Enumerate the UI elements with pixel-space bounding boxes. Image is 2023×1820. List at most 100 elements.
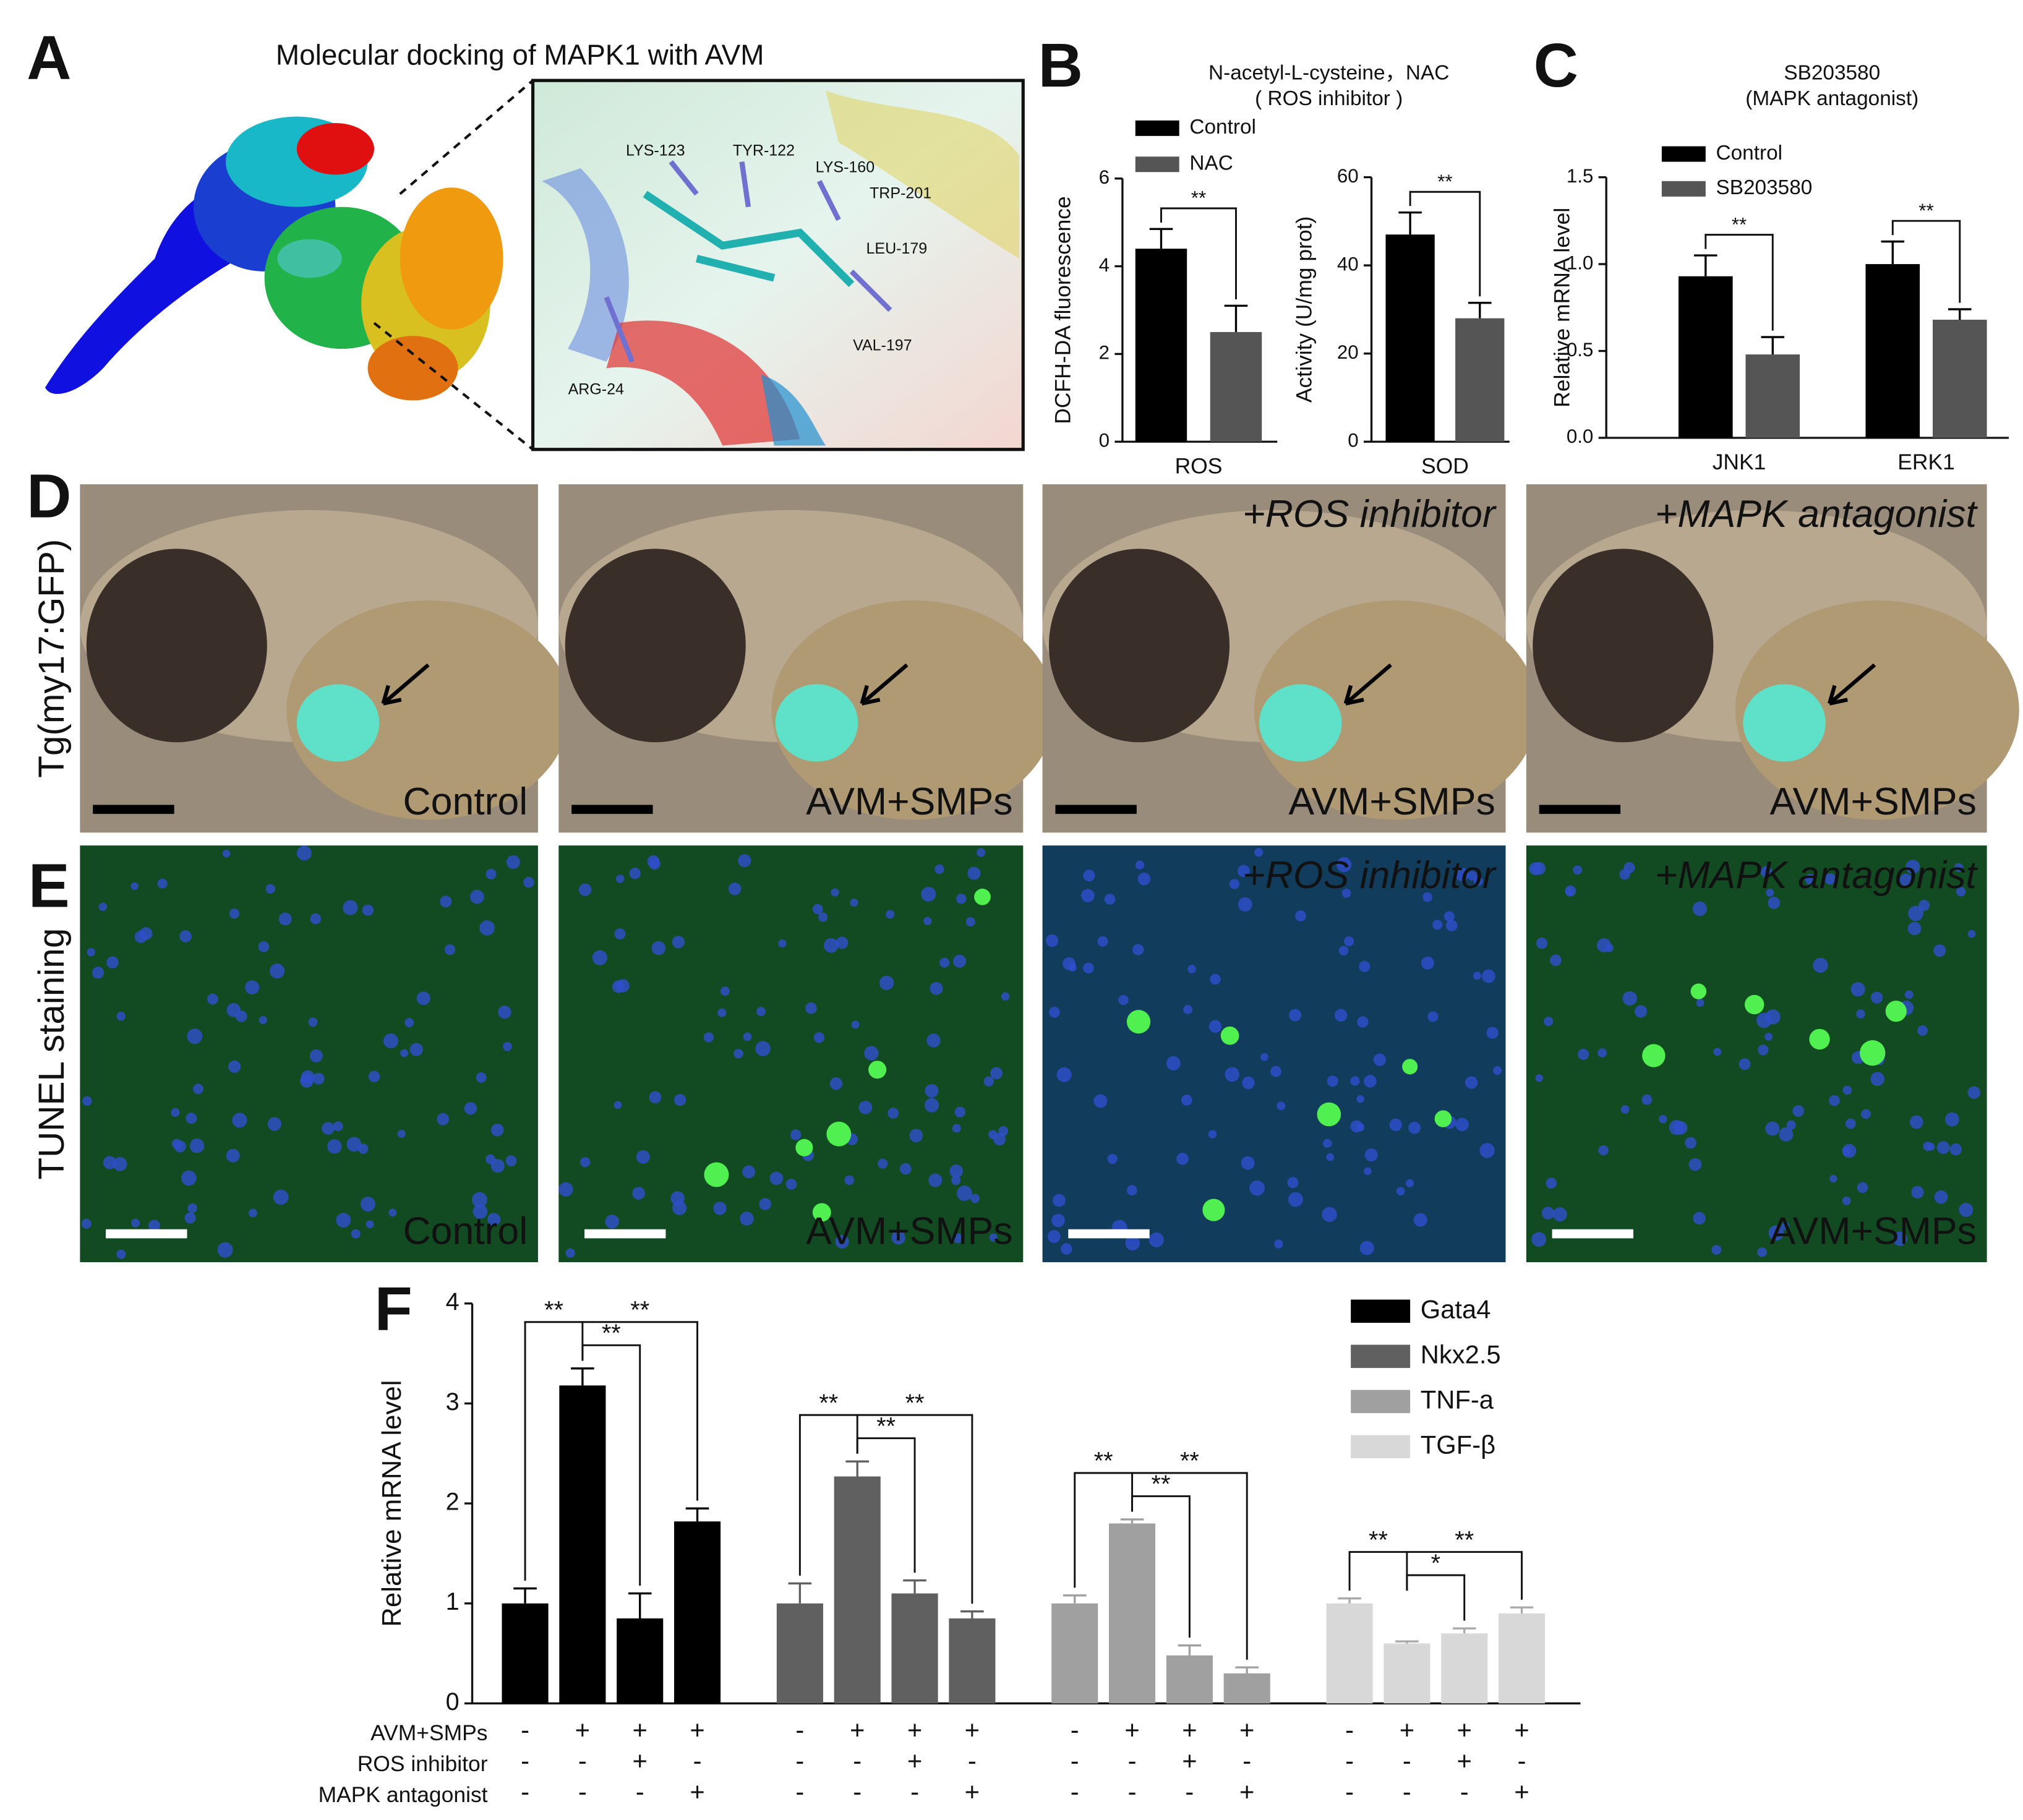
nucleus — [1455, 1117, 1469, 1132]
nucleus — [1870, 1072, 1885, 1087]
nucleus — [226, 1148, 240, 1163]
nucleus — [1927, 1143, 1935, 1151]
nucleus — [1956, 887, 1966, 897]
bar — [1326, 1603, 1373, 1704]
nucleus — [116, 1249, 126, 1259]
nucleus — [1473, 972, 1481, 980]
nucleus — [1620, 1105, 1630, 1114]
treatment-sign: + — [1457, 1715, 1472, 1744]
y-tick-label: 60 — [1337, 165, 1359, 187]
eye — [1048, 549, 1230, 743]
nucleus — [1573, 865, 1583, 875]
treatment-name: AVM+SMPs — [370, 1720, 487, 1745]
nucleus — [1544, 1017, 1554, 1027]
nucleus — [1183, 1005, 1193, 1014]
treatment-sign: - — [1071, 1777, 1079, 1806]
bar — [776, 1603, 823, 1704]
nucleus — [187, 1028, 203, 1045]
nucleus — [835, 1234, 849, 1249]
nucleus — [957, 1186, 972, 1201]
nucleus — [181, 1170, 197, 1186]
nucleus — [899, 1163, 912, 1175]
nucleus — [1083, 962, 1094, 974]
treatment-sign: + — [1239, 1777, 1254, 1806]
eye — [565, 549, 746, 743]
nucleus — [1949, 1143, 1962, 1156]
nucleus — [1842, 1196, 1851, 1205]
nucleus — [612, 980, 625, 993]
nucleus — [1338, 946, 1349, 956]
eye — [86, 549, 267, 743]
treatment-sign: - — [1345, 1746, 1354, 1775]
nucleus — [1641, 1094, 1653, 1105]
nucleus — [1850, 982, 1865, 997]
nucleus — [1137, 873, 1151, 886]
nucleus — [1765, 1009, 1781, 1025]
yolk — [771, 600, 1056, 820]
nucleus — [259, 1015, 268, 1025]
error-bar — [685, 1507, 709, 1522]
micrograph — [558, 845, 1024, 1263]
nucleus — [87, 948, 96, 957]
nucleus — [1107, 1153, 1118, 1164]
nucleus — [1334, 1009, 1348, 1022]
nucleus — [1634, 1005, 1648, 1018]
nucleus — [309, 1049, 323, 1062]
significance-bracket — [582, 1321, 698, 1501]
nucleus — [1289, 1009, 1302, 1022]
nucleus — [1531, 1232, 1547, 1247]
nucleus — [1389, 1118, 1402, 1132]
nucleus — [471, 1192, 487, 1208]
tunel-positive — [1402, 1059, 1418, 1075]
nucleus — [831, 888, 839, 897]
treatment-sign: + — [965, 1777, 980, 1806]
yolk — [1735, 600, 2019, 820]
residue-label: LYS-160 — [816, 159, 875, 176]
bar — [1499, 1613, 1546, 1704]
y-tick-label: 1.0 — [1567, 252, 1594, 273]
tunel-positive — [1434, 1110, 1452, 1127]
nucleus — [1842, 1143, 1857, 1158]
treatment-sign: + — [690, 1777, 704, 1806]
nucleus — [1135, 860, 1145, 870]
nucleus — [823, 938, 839, 953]
significance-bracket — [1074, 1472, 1134, 1588]
legend-swatch — [1351, 1344, 1411, 1369]
zoom-line — [373, 322, 534, 451]
nucleus — [1739, 1058, 1751, 1070]
panel-letter: B — [1038, 31, 1083, 100]
arrow — [1828, 663, 1876, 706]
error-bar — [1881, 240, 1905, 265]
nucleus — [1933, 944, 1946, 957]
treatment-sign: - — [853, 1777, 862, 1806]
nucleus — [1536, 937, 1548, 949]
row-label: TUNEL staining — [32, 928, 72, 1180]
nucleus — [1132, 944, 1144, 955]
nucleus — [1829, 1174, 1837, 1183]
tunel-positive — [1860, 1040, 1886, 1066]
nucleus — [864, 1046, 879, 1061]
nucleus — [558, 1182, 573, 1197]
significance-bracket — [1131, 1495, 1191, 1638]
nucleus — [278, 912, 292, 926]
nucleus — [464, 1102, 477, 1115]
yolk — [286, 600, 571, 820]
nucleus — [738, 854, 751, 868]
nucleus — [924, 1098, 939, 1113]
nucleus — [1242, 1076, 1255, 1090]
treatment-sign: + — [907, 1715, 922, 1744]
nucleus — [818, 912, 828, 922]
x-tick-label: ROS — [1175, 453, 1223, 478]
treatment-label: +ROS inhibitor — [1242, 853, 1497, 897]
nucleus — [1479, 1143, 1495, 1158]
nucleus — [81, 1218, 92, 1229]
treatment-sign: + — [850, 1715, 865, 1744]
significance-bracket — [1132, 1472, 1248, 1660]
chart-title: SB203580 — [1784, 62, 1880, 85]
tunel-positive — [1317, 1102, 1341, 1127]
nucleus — [649, 1091, 662, 1104]
image-caption: AVM+SMPs — [1769, 1210, 1976, 1253]
nucleus — [629, 868, 641, 879]
nucleus — [989, 1233, 998, 1242]
